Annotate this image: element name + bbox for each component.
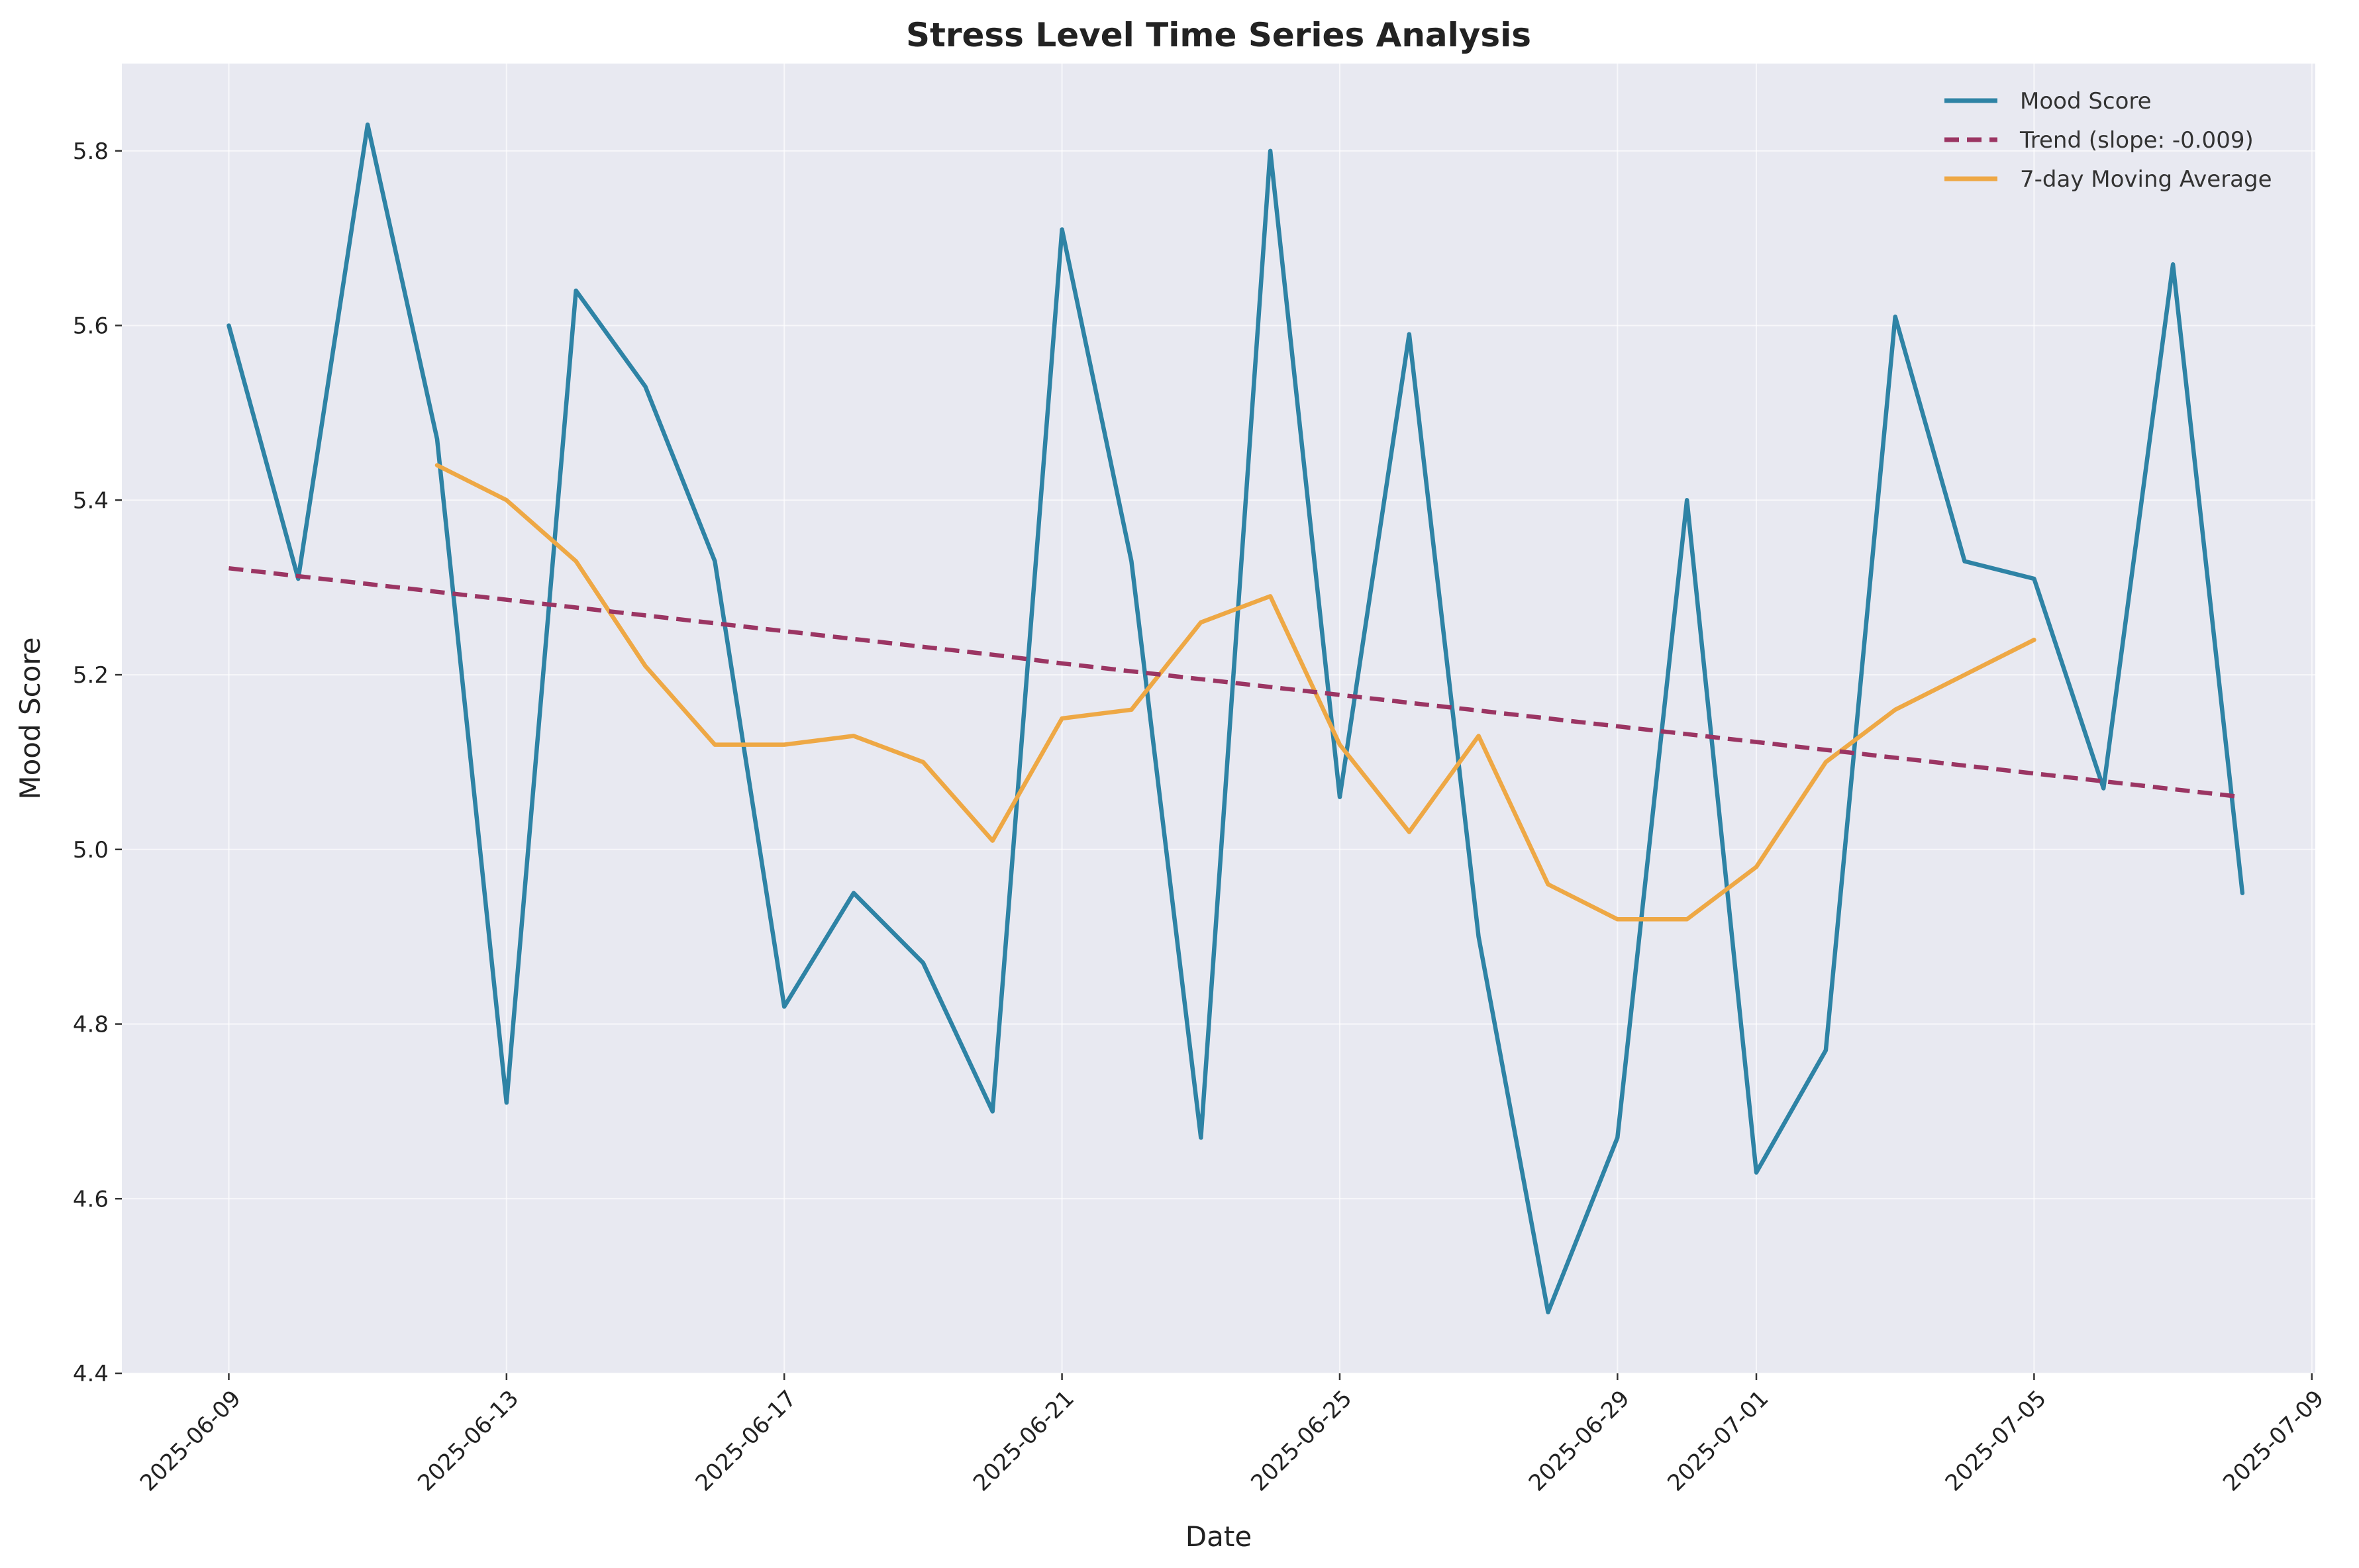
- x-tick-label: 2025-06-09: [135, 1385, 246, 1496]
- y-tick-label: 5.6: [73, 313, 109, 340]
- y-tick-label: 4.4: [73, 1361, 109, 1387]
- series-line-1: [228, 565, 2243, 799]
- series-lines: [226, 122, 2245, 1314]
- x-tick-label: 2025-07-05: [1940, 1385, 2052, 1496]
- legend-label-trend: Trend (slope: -0.009): [2019, 127, 2254, 154]
- plot-area: [122, 64, 2315, 1373]
- legend-item-moving-average: 7-day Moving Average: [1944, 166, 2272, 193]
- y-axis-label: Mood Score: [14, 637, 46, 799]
- grid: [122, 64, 2315, 1374]
- legend-label-moving-average: 7-day Moving Average: [2020, 166, 2272, 193]
- chart-title: Stress Level Time Series Analysis: [906, 16, 1531, 54]
- y-axis-ticks: 4.4 4.6 4.8 5.0 5.2 5.4 5.6 5.8: [73, 138, 122, 1387]
- series-line-2: [434, 463, 2036, 922]
- x-tick-label: 2025-07-01: [1662, 1385, 1774, 1496]
- x-tick-label: 2025-06-21: [968, 1385, 1079, 1496]
- legend-item-mood-score: Mood Score: [1944, 88, 2152, 115]
- y-tick-label: 4.6: [73, 1186, 109, 1212]
- y-tick-label: 5.8: [73, 138, 109, 165]
- legend-label-mood-score: Mood Score: [2020, 88, 2152, 115]
- y-tick-label: 4.8: [73, 1012, 109, 1038]
- y-tick-label: 5.2: [73, 662, 109, 689]
- series-line-0: [226, 122, 2245, 1314]
- x-tick-label: 2025-06-25: [1246, 1385, 1357, 1496]
- legend-item-trend: Trend (slope: -0.009): [1944, 127, 2254, 154]
- y-tick-label: 5.4: [73, 487, 109, 514]
- y-tick-label: 5.0: [73, 837, 109, 863]
- x-axis-label: Date: [1185, 1520, 1252, 1553]
- legend: Mood Score Trend (slope: -0.009) 7-day M…: [1944, 88, 2272, 193]
- x-tick-label: 2025-06-13: [413, 1385, 524, 1496]
- x-axis-ticks: 2025-06-09 2025-06-13 2025-06-17 2025-06-21…: [135, 1373, 2329, 1496]
- x-tick-label: 2025-06-29: [1524, 1385, 1635, 1496]
- x-tick-label: 2025-07-09: [2218, 1385, 2329, 1496]
- x-tick-label: 2025-06-17: [691, 1385, 802, 1496]
